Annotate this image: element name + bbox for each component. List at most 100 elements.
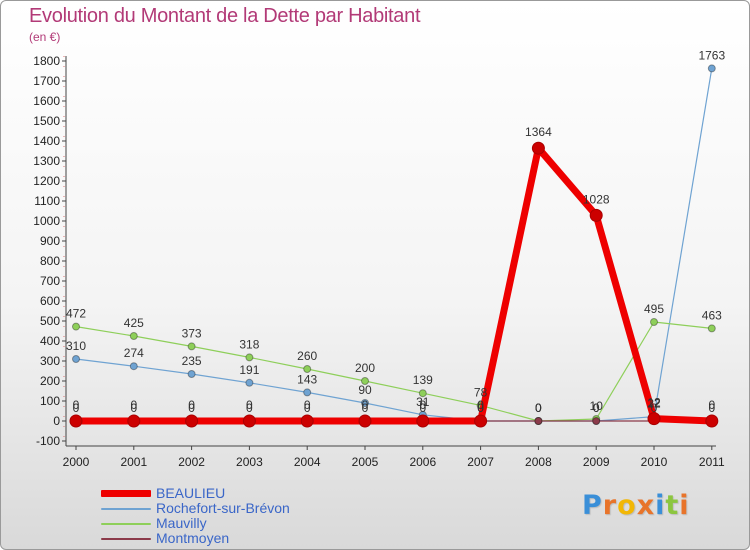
x-tick-label: 2006	[409, 455, 436, 469]
data-label: 12	[647, 396, 661, 410]
data-point	[303, 365, 312, 373]
y-tick-label: 1700	[33, 74, 60, 88]
data-point	[303, 388, 312, 397]
data-point	[187, 342, 196, 351]
legend-swatch	[101, 538, 151, 540]
data-label: 1364	[525, 125, 552, 139]
series-line-2	[75, 321, 713, 422]
y-tick-label: -100	[36, 434, 60, 448]
data-label: 1028	[583, 192, 610, 206]
y-tick-label: 700	[40, 274, 60, 288]
x-tick-label: 2005	[352, 455, 379, 469]
data-label: 0	[477, 398, 484, 412]
data-label: 463	[702, 308, 722, 322]
data-label: 200	[355, 361, 375, 375]
data-label: 0	[419, 398, 426, 412]
data-point	[707, 64, 716, 73]
data-label: 191	[239, 363, 259, 377]
data-label: 0	[304, 398, 311, 412]
proxiti-logo: Proxiti	[582, 490, 690, 521]
legend-swatch	[101, 508, 151, 510]
x-tick-label: 2007	[467, 455, 494, 469]
y-tick-label: 1100	[34, 194, 60, 208]
data-label: 0	[73, 398, 80, 412]
data-label: 0	[188, 401, 195, 415]
y-tick-label: 1500	[33, 114, 60, 128]
logo-letter: i	[679, 490, 690, 521]
y-tick-label: 0	[53, 414, 60, 428]
data-label: 90	[358, 383, 372, 397]
logo-letter: x	[636, 490, 656, 521]
data-label: 0	[477, 401, 484, 415]
data-point	[416, 414, 430, 428]
data-label: 0	[419, 401, 426, 415]
logo-letter: P	[582, 490, 603, 521]
y-tick-label: 800	[40, 254, 60, 268]
data-label: 310	[66, 339, 86, 353]
data-label: 10	[590, 399, 604, 413]
data-point	[358, 414, 372, 428]
data-label: 0	[708, 401, 715, 415]
data-label: 0	[188, 398, 195, 412]
legend-label: Mauvilly	[156, 515, 207, 531]
data-label: 0	[362, 401, 369, 415]
x-tick-label: 2003	[236, 455, 263, 469]
data-label: 0	[246, 401, 253, 415]
data-label: 1763	[698, 48, 725, 62]
y-tick-label: 100	[40, 394, 60, 408]
data-label: 31	[416, 395, 430, 409]
x-tick-label: 2001	[120, 455, 147, 469]
data-label: 0	[304, 401, 311, 415]
data-label: 0	[362, 398, 369, 412]
x-tick-label: 2011	[699, 455, 725, 469]
data-label: 143	[297, 372, 317, 386]
logo-letter: r	[602, 490, 618, 521]
data-label: 0	[535, 401, 542, 415]
y-tick-label: 1200	[33, 174, 60, 188]
data-point	[129, 332, 138, 340]
data-label: 274	[124, 346, 144, 360]
x-tick-label: 2010	[641, 455, 668, 469]
data-label: 0	[130, 398, 137, 412]
y-tick-label: 1000	[33, 214, 60, 228]
data-label: 0	[593, 401, 600, 415]
data-point	[418, 389, 427, 398]
y-tick-label: 300	[40, 354, 60, 368]
data-label: 260	[297, 349, 317, 363]
chart-title: Evolution du Montant de la Dette par Hab…	[29, 5, 421, 27]
y-tick-label: 400	[40, 334, 60, 348]
data-point	[705, 414, 719, 428]
y-tick-label: 1800	[33, 54, 60, 68]
logo-letter: i	[655, 490, 666, 521]
data-label: 0	[651, 401, 658, 415]
data-point	[69, 414, 83, 428]
chart-unit-label: (en €)	[29, 30, 61, 44]
x-tick-label: 2000	[63, 455, 90, 469]
data-point	[531, 141, 545, 155]
legend-label: Rochefort-sur-Brévon	[156, 500, 290, 516]
series-line-1	[75, 67, 713, 422]
data-label: 0	[73, 401, 80, 415]
data-point	[242, 414, 256, 428]
data-label: 0	[535, 401, 542, 415]
data-point	[589, 208, 603, 222]
legend-swatch	[101, 490, 151, 497]
y-tick-label: 1300	[33, 154, 60, 168]
data-point	[300, 414, 314, 428]
x-tick-label: 2004	[294, 455, 321, 469]
y-tick-label: 1600	[33, 94, 60, 108]
data-point	[72, 322, 80, 331]
legend-label: BEAULIEU	[156, 485, 226, 501]
y-tick-label: 600	[40, 294, 60, 308]
data-label: 495	[644, 302, 664, 316]
data-point	[127, 414, 141, 428]
x-tick-label: 2009	[583, 455, 610, 469]
data-point	[474, 414, 488, 428]
data-point	[650, 318, 658, 326]
data-label: 0	[130, 401, 137, 415]
data-point	[534, 417, 543, 425]
data-point	[361, 377, 369, 385]
data-point	[129, 362, 138, 371]
